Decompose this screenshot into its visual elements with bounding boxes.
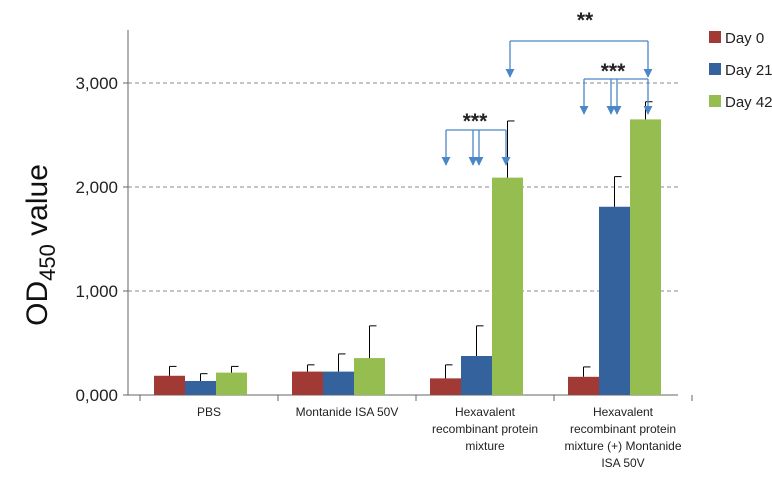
- x-category-label: recombinant protein: [570, 422, 676, 436]
- y-axis-label-part: OD: [21, 281, 54, 326]
- bar-day-0: [154, 375, 185, 395]
- y-tick-label: 1,000: [75, 282, 118, 301]
- x-category-label: ISA 50V: [601, 456, 644, 470]
- legend-label: Day 21: [725, 62, 772, 79]
- bar-day-21: [599, 206, 630, 395]
- legend-swatch: [709, 63, 721, 75]
- legend-swatch: [709, 95, 721, 107]
- x-category-label: mixture (+) Montanide: [564, 439, 681, 453]
- significance-stars: **: [577, 9, 594, 32]
- y-axis-label-part: value: [21, 164, 54, 244]
- bar-day-0: [292, 371, 323, 395]
- legend-swatch: [709, 31, 721, 43]
- bar-day-42: [630, 119, 661, 396]
- bar-day-42: [216, 372, 247, 395]
- bar-day-42: [492, 177, 523, 395]
- x-category-label: mixture: [465, 439, 505, 453]
- y-axis-label: OD450 value: [21, 164, 60, 326]
- bar-day-21: [461, 356, 492, 395]
- x-category-label: Hexavalent: [455, 405, 516, 419]
- bar-day-0: [430, 378, 461, 395]
- x-category-label: Hexavalent: [593, 405, 654, 419]
- x-category-label: Montanide ISA 50V: [296, 405, 399, 419]
- bar-day-0: [568, 376, 599, 395]
- y-axis-label-part: 450: [35, 244, 60, 281]
- x-category-label: recombinant protein: [432, 422, 538, 436]
- significance-stars: ***: [463, 110, 488, 133]
- bar-day-21: [185, 380, 216, 395]
- bar-day-42: [354, 358, 385, 395]
- bar-day-21: [323, 371, 354, 395]
- legend-label: Day 42: [725, 94, 772, 111]
- legend-label: Day 0: [725, 30, 764, 47]
- y-tick-label: 0,000: [75, 386, 118, 405]
- y-tick-label: 2,000: [75, 178, 118, 197]
- x-category-label: PBS: [197, 405, 221, 419]
- significance-stars: ***: [601, 60, 626, 83]
- y-tick-label: 3,000: [75, 74, 118, 93]
